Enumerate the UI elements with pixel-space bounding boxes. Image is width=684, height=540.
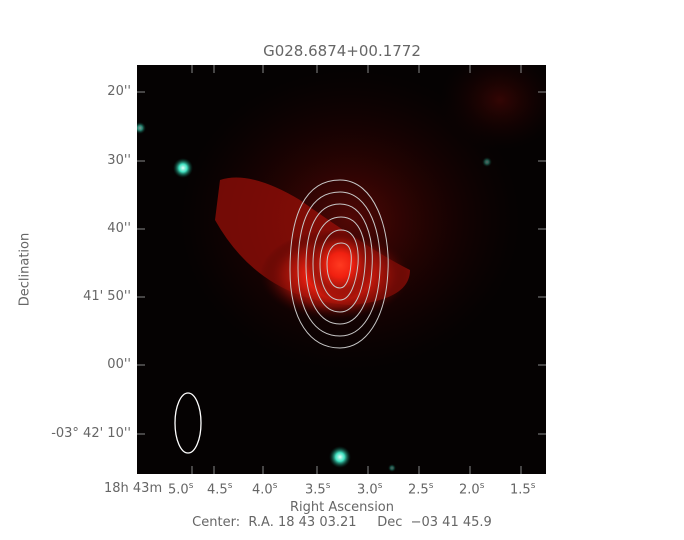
y-tick-label: 20'' bbox=[107, 84, 131, 99]
x-axis-label: Right Ascension bbox=[290, 500, 394, 515]
y-axis-label: Declination bbox=[17, 232, 33, 307]
x-tick-label: 2.5s bbox=[408, 481, 433, 497]
beam-ellipse bbox=[174, 392, 202, 454]
x-tick-value: 4.0 bbox=[252, 482, 273, 498]
x-tick-unit: s bbox=[188, 481, 194, 491]
x-tick-label: 4.5s bbox=[207, 481, 232, 497]
x-tick-value: 3.0 bbox=[357, 482, 378, 498]
y-tick-label: 00'' bbox=[107, 357, 131, 372]
y-tick-label: 30'' bbox=[107, 153, 131, 168]
x-tick-value: 4.5 bbox=[207, 482, 228, 498]
x-tick-value: 3.5 bbox=[305, 482, 326, 498]
center-coordinates: Center: R.A. 18 43 03.21 Dec −03 41 45.9 bbox=[192, 515, 492, 530]
x-tick-value: 1.5 bbox=[510, 482, 531, 498]
y-tick-label: -03° 42' 10'' bbox=[51, 426, 131, 441]
x-tick-value: 5.0 bbox=[168, 482, 189, 498]
x-tick-label: 3.5s bbox=[305, 481, 330, 497]
contours bbox=[289, 179, 389, 349]
x-tick-unit: s bbox=[227, 481, 233, 491]
x-tick-unit: s bbox=[272, 481, 278, 491]
contour-6 bbox=[326, 242, 352, 289]
x-tick-label: 3.0s bbox=[357, 481, 382, 497]
chart-title: G028.6874+00.1772 bbox=[263, 42, 421, 60]
x-tick-unit: s bbox=[428, 481, 434, 491]
contour-2 bbox=[297, 191, 381, 337]
y-tick-label: 41' 50'' bbox=[83, 289, 131, 304]
x-tick-unit: s bbox=[530, 481, 536, 491]
star bbox=[482, 157, 492, 167]
contour-5 bbox=[319, 229, 359, 301]
star bbox=[329, 446, 351, 468]
star bbox=[388, 464, 396, 472]
x-tick-label: 1.5s bbox=[510, 481, 535, 497]
y-tick-label: 40'' bbox=[107, 221, 131, 236]
x-tick-unit: s bbox=[325, 481, 331, 491]
x-tick-label: 5.0s bbox=[168, 481, 193, 497]
x-tick-label: 4.0s bbox=[252, 481, 277, 497]
x-tick-label: 2.0s bbox=[459, 481, 484, 497]
contour-4 bbox=[312, 216, 366, 313]
x-tick-unit: s bbox=[377, 481, 383, 491]
x-tick-value: 2.0 bbox=[459, 482, 480, 498]
x-tick-unit: s bbox=[479, 481, 485, 491]
contour-1 bbox=[289, 179, 389, 349]
star bbox=[173, 158, 193, 178]
contour-3 bbox=[305, 203, 373, 325]
x-tick-label-prefix: 18h 43m bbox=[104, 481, 163, 496]
star bbox=[137, 122, 146, 134]
x-tick-value: 2.5 bbox=[408, 482, 429, 498]
